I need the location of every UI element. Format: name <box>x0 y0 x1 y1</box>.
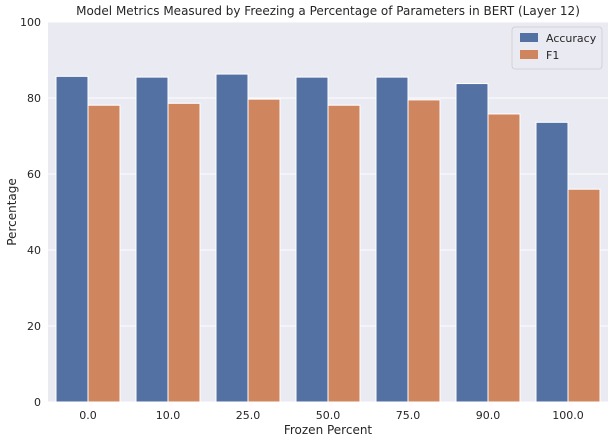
bar-f1-25.0 <box>247 98 281 403</box>
y-tick-label: 80 <box>27 92 41 105</box>
bar-f1-0.0 <box>87 104 121 403</box>
bar-accuracy-0.0 <box>55 75 89 403</box>
x-axis-label: Frozen Percent <box>284 423 373 437</box>
y-tick-label: 40 <box>27 244 41 257</box>
bar-accuracy-90.0 <box>455 83 489 403</box>
x-tick-labels: 0.0 10.0 25.0 50.0 75.0 90.0 100.0 <box>79 409 584 422</box>
x-tick-label: 90.0 <box>476 409 501 422</box>
y-tick-label: 20 <box>27 320 41 333</box>
bar-f1-100.0 <box>567 188 601 403</box>
y-tick-label: 0 <box>34 396 41 409</box>
bar-accuracy-25.0 <box>215 73 249 403</box>
bars <box>55 73 601 403</box>
bar-accuracy-10.0 <box>135 76 169 403</box>
bar-accuracy-100.0 <box>535 121 569 403</box>
legend-swatch-accuracy <box>520 33 538 42</box>
chart-title: Model Metrics Measured by Freezing a Per… <box>76 4 580 18</box>
y-tick-labels: 0 20 40 60 80 100 <box>20 16 41 409</box>
bar-f1-75.0 <box>407 99 441 403</box>
legend: Accuracy F1 <box>511 26 603 70</box>
bar-accuracy-50.0 <box>295 76 329 403</box>
legend-label-accuracy: Accuracy <box>546 32 597 45</box>
y-tick-label: 100 <box>20 16 41 29</box>
x-tick-label: 10.0 <box>156 409 181 422</box>
x-tick-label: 0.0 <box>79 409 97 422</box>
bar-f1-50.0 <box>327 104 361 403</box>
x-tick-label: 100.0 <box>552 409 584 422</box>
legend-label-f1: F1 <box>546 49 559 62</box>
bar-f1-90.0 <box>487 113 521 403</box>
legend-swatch-f1 <box>520 50 538 59</box>
bar-f1-10.0 <box>167 102 201 403</box>
y-axis-label: Percentage <box>5 178 19 246</box>
x-tick-label: 75.0 <box>396 409 421 422</box>
x-tick-label: 50.0 <box>316 409 341 422</box>
bar-accuracy-75.0 <box>375 76 409 403</box>
x-tick-label: 25.0 <box>236 409 261 422</box>
y-tick-label: 60 <box>27 168 41 181</box>
